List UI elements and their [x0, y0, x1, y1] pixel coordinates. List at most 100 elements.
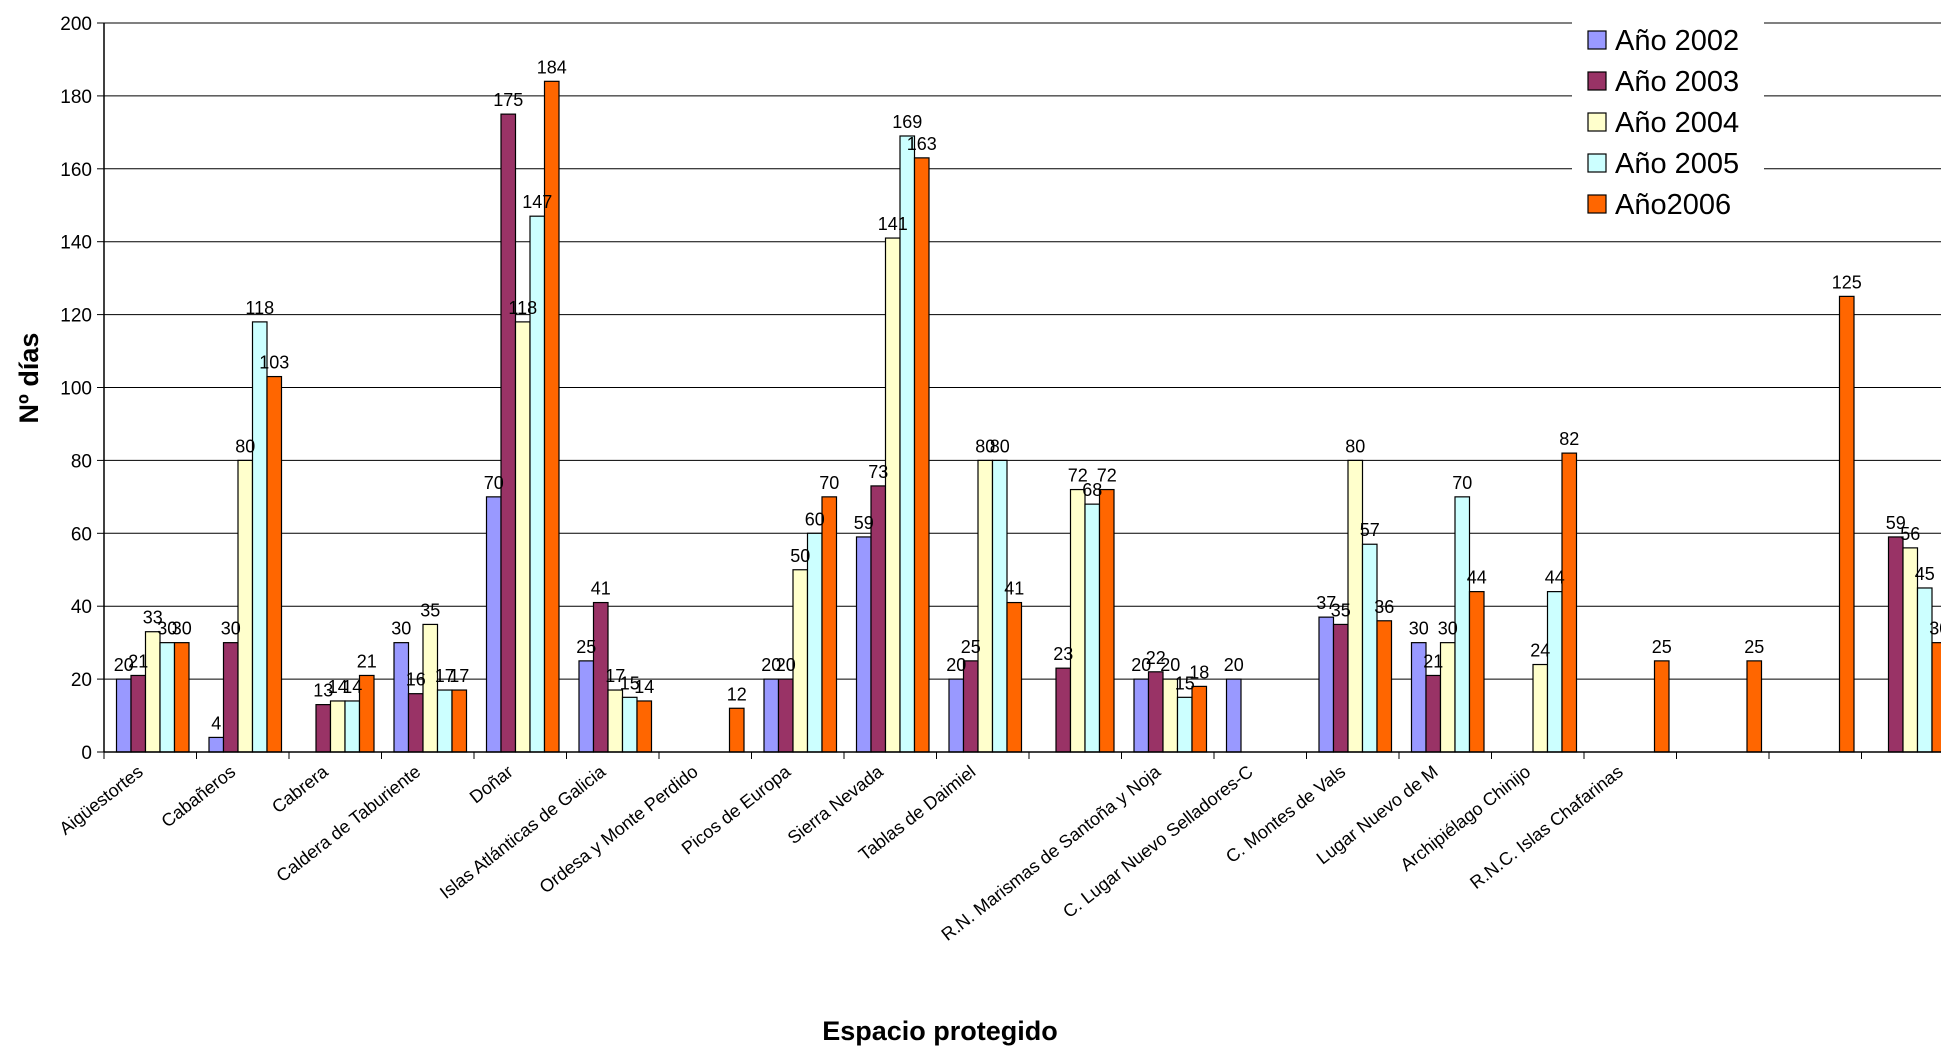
data-label: 141 — [878, 214, 908, 234]
bar-año-2005-0 — [159, 642, 176, 753]
data-label: 30 — [1929, 619, 1941, 639]
data-label: 21 — [1423, 651, 1443, 671]
data-label: 25 — [1652, 637, 1672, 657]
bar-año-2005-1 — [251, 321, 268, 753]
x-tick-label: Cabrera — [268, 761, 332, 817]
data-label: 57 — [1360, 520, 1380, 540]
bar-año2006-6 — [728, 707, 745, 753]
bar-año-2003-7 — [777, 678, 794, 753]
data-label: 35 — [420, 600, 440, 620]
bar-año-2003-0 — [130, 674, 147, 753]
data-label: 15 — [1175, 673, 1195, 693]
bar-año2006-13 — [1376, 620, 1393, 753]
bar-año2006-15 — [1561, 452, 1578, 753]
bar-año-2002-12 — [1225, 678, 1242, 753]
data-label: 118 — [508, 298, 537, 318]
x-axis-title: Espacio protegido — [822, 1016, 1058, 1046]
bar-año2006-4 — [543, 80, 560, 753]
bar-año2006-17 — [1746, 660, 1763, 753]
y-tick-labels: 0 20 40 60 80 100 120 140 160 180 200 — [60, 14, 92, 764]
bar-año2006-10 — [1098, 488, 1115, 753]
bar-año2006-5 — [636, 700, 653, 753]
data-label: 169 — [892, 112, 922, 132]
bar-año-2005-4 — [529, 215, 546, 753]
bar-año-2004-2 — [329, 700, 346, 753]
bar-año-2003-1 — [222, 642, 239, 753]
data-label: 80 — [975, 436, 995, 456]
bar-año2006-18 — [1838, 295, 1855, 753]
data-label: 41 — [591, 579, 611, 599]
bar-año-2002-7 — [763, 678, 780, 753]
data-label: 17 — [449, 666, 469, 686]
bar-año-2003-11 — [1147, 671, 1164, 753]
data-label: 15 — [620, 673, 640, 693]
data-label: 80 — [990, 436, 1010, 456]
bar-año-2002-13 — [1318, 616, 1335, 753]
bar-año-2004-9 — [977, 459, 994, 753]
y-tick-label: 20 — [71, 670, 92, 691]
bar-año-2005-15 — [1546, 591, 1563, 753]
bar-año-2003-10 — [1055, 667, 1072, 753]
data-label: 24 — [1530, 641, 1550, 661]
data-label: 20 — [761, 655, 781, 675]
data-label: 70 — [484, 473, 504, 493]
data-label: 147 — [522, 192, 552, 212]
bar-año2006-1 — [266, 375, 283, 753]
data-label: 44 — [1467, 568, 1487, 588]
y-tick-label: 180 — [60, 87, 92, 108]
data-label: 125 — [1832, 272, 1862, 292]
bar-año-2002-9 — [948, 678, 965, 753]
bar-año-2005-10 — [1084, 503, 1101, 753]
data-label: 20 — [1160, 655, 1180, 675]
bar-año-2004-0 — [144, 631, 161, 753]
bar-año-2003-19 — [1887, 536, 1904, 753]
bar-año-2005-7 — [806, 532, 823, 753]
grid-lines — [97, 22, 1941, 753]
y-tick-label: 40 — [71, 597, 92, 618]
bar-año2006-19 — [1931, 642, 1941, 753]
bar-año-2004-1 — [237, 459, 254, 753]
legend-swatch-2 — [1587, 112, 1607, 132]
data-label: 22 — [1146, 648, 1166, 668]
data-label: 23 — [1053, 644, 1073, 664]
data-label: 118 — [245, 298, 274, 318]
data-label: 17 — [605, 666, 625, 686]
bar-año-2003-4 — [500, 113, 517, 753]
data-label: 36 — [1374, 597, 1394, 617]
legend-label-4: Año2006 — [1615, 189, 1731, 221]
y-tick-label: 160 — [60, 160, 92, 181]
data-label: 30 — [157, 619, 177, 639]
legend: Año 2002 Año 2003 Año 2004 Año 2005 Año2006 — [1572, 22, 1764, 228]
bar-año-2003-13 — [1332, 623, 1349, 753]
x-tick-label: Islas Atlánticas de Galicia — [436, 761, 610, 903]
data-label: 30 — [1409, 619, 1429, 639]
legend-label-3: Año 2005 — [1615, 148, 1739, 180]
data-label: 44 — [1545, 568, 1565, 588]
y-tick-label: 140 — [60, 233, 92, 254]
data-label: 70 — [1452, 473, 1472, 493]
legend-swatch-3 — [1587, 153, 1607, 173]
bar-año-2004-5 — [607, 689, 624, 753]
data-label: 59 — [854, 513, 874, 533]
legend-swatch-1 — [1587, 71, 1607, 91]
bar-año-2004-15 — [1532, 663, 1549, 753]
data-label: 72 — [1097, 466, 1117, 486]
data-label: 20 — [1224, 655, 1244, 675]
data-label: 25 — [1744, 637, 1764, 657]
bar-año-2002-3 — [393, 642, 410, 753]
data-label: 20 — [946, 655, 966, 675]
bar-año2006-14 — [1468, 591, 1485, 753]
data-label: 72 — [1068, 466, 1088, 486]
bar-año-2005-19 — [1916, 587, 1933, 753]
x-tick-label: R.N.C. Islas Chafarinas — [1466, 761, 1627, 893]
legend-label-1: Año 2003 — [1615, 66, 1739, 98]
bar-año-2002-11 — [1133, 678, 1150, 753]
bar-año-2004-4 — [514, 321, 531, 753]
data-label: 30 — [221, 619, 241, 639]
y-tick-label: 60 — [71, 524, 92, 545]
y-tick-label: 120 — [60, 306, 92, 327]
bar-año-2003-2 — [315, 704, 332, 753]
data-label: 16 — [406, 670, 426, 690]
bar-año2006-9 — [1006, 601, 1023, 753]
